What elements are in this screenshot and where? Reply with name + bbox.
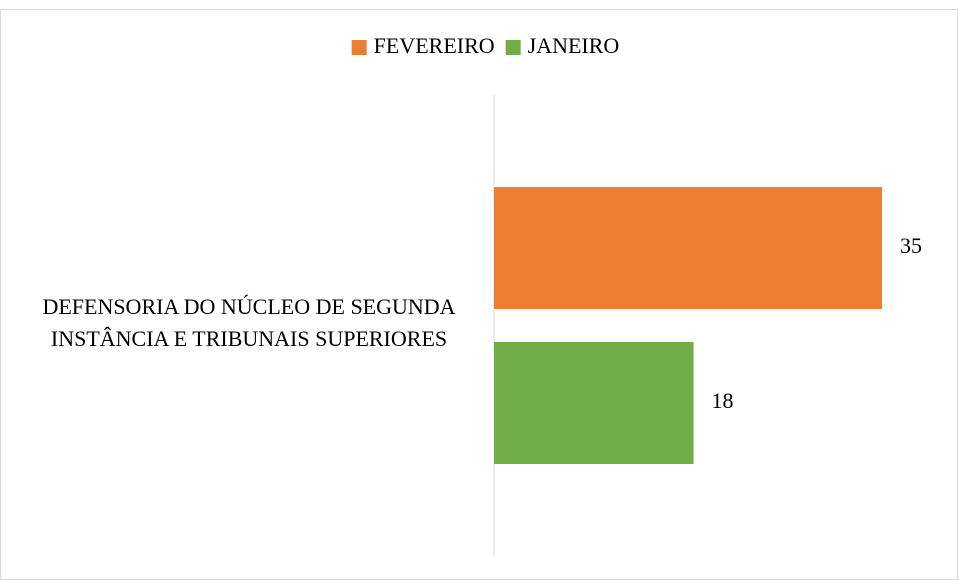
bar bbox=[494, 187, 882, 309]
legend-swatch bbox=[351, 40, 367, 55]
legend-label: JANEIRO bbox=[528, 33, 620, 58]
category-label: DEFENSORIA DO NÚCLEO DE SEGUNDA INSTÂNCI… bbox=[42, 294, 456, 351]
data-label: 35 bbox=[900, 233, 922, 258]
data-label: 18 bbox=[712, 388, 734, 413]
legend-swatch bbox=[505, 40, 521, 55]
bar bbox=[494, 342, 694, 464]
legend-label: FEVEREIRO bbox=[374, 33, 495, 58]
